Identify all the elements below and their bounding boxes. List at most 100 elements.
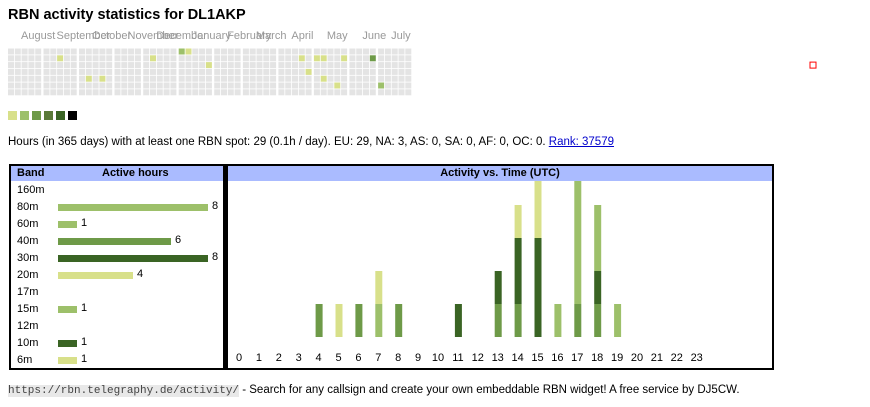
heatmap-day-cell: [221, 55, 227, 62]
heatmap-day-cell: [121, 89, 128, 96]
heatmap-day-cell: [70, 89, 77, 96]
heatmap-day-cell: [14, 55, 21, 62]
heatmap-day-cell: [227, 55, 234, 62]
month-label: April: [291, 30, 313, 42]
heatmap-day-cell: [121, 75, 128, 82]
heatmap-day-cell: [349, 62, 356, 69]
hour-tick-label: 14: [511, 352, 523, 364]
rank-link[interactable]: Rank: 37579: [548, 136, 614, 148]
heatmap-day-cell: [143, 82, 150, 89]
heatmap-day-cell: [199, 75, 206, 82]
heatmap-legend: [8, 111, 80, 120]
heatmap-day-cell: [320, 62, 327, 69]
heatmap-day-cell: [70, 48, 77, 55]
heatmap-day-cell: [185, 89, 192, 96]
activity-bar-hour-11: [454, 304, 462, 337]
heatmap-day-cell: [185, 68, 192, 75]
heatmap-day-cell: [292, 55, 298, 62]
heatmap-day-cell: [63, 62, 70, 69]
heatmap-day-cell: [57, 75, 64, 82]
heatmap-day-cell: [28, 89, 35, 96]
heatmap-day-cell: [163, 55, 170, 62]
heatmap-day-cell: [356, 82, 363, 89]
heatmap-day-cell: [43, 48, 50, 55]
heatmap-day-cell: [305, 82, 312, 89]
heatmap-day-cell: [369, 89, 376, 96]
month-label: November: [128, 30, 179, 42]
heatmap-day-cell: [398, 62, 405, 69]
heatmap-day-cell: [134, 48, 141, 55]
heatmap-day-cell: [278, 48, 285, 55]
heatmap-day-cell: [356, 89, 363, 96]
heatmap-day-cell: [199, 48, 206, 55]
heatmap-day-cell: [292, 75, 298, 82]
heatmap-day-cell: [150, 89, 156, 96]
heatmap-day-cell: [121, 82, 128, 89]
heatmap-day-cell: [214, 62, 221, 69]
heatmap-day-cell: [8, 68, 14, 75]
legend-swatch-level-2: [32, 111, 41, 120]
heatmap-day-cell: [405, 82, 412, 89]
heatmap-day-cell: [106, 62, 113, 69]
band-row-10m: 10m 1: [11, 335, 223, 352]
heatmap-day-cell: [234, 62, 241, 69]
heatmap-day-cell: [327, 62, 334, 69]
heatmap-day-cell: [249, 68, 256, 75]
activity-bar-hour-15: [534, 181, 542, 238]
heatmap-day-cell: [199, 55, 206, 62]
heatmap-day-cell: [43, 75, 50, 82]
heatmap-day-cell: [170, 68, 177, 75]
heatmap-day-cell: [8, 48, 14, 55]
heatmap-day-cell: [79, 75, 85, 82]
heatmap-day-cell: [349, 89, 356, 96]
heatmap-day-cell: [334, 55, 341, 62]
heatmap-day-cell: [349, 55, 356, 62]
hour-tick-label: 10: [432, 352, 444, 364]
heatmap-day-cell: [214, 75, 221, 82]
heatmap-day-cell: [384, 75, 391, 82]
heatmap-day-cell: [28, 68, 35, 75]
heatmap-day-cell: [99, 82, 106, 89]
heatmap-day-cell: [85, 55, 92, 62]
heatmap-day-cell: [234, 55, 241, 62]
heatmap-day-cell: [21, 75, 28, 82]
heatmap-day-cell: [341, 82, 348, 89]
heatmap-day-cell: [35, 48, 42, 55]
heatmap-day-cell: [185, 48, 192, 55]
band-hours-bar: [58, 204, 208, 211]
heatmap-day-cell: [143, 55, 150, 62]
heatmap-day-cell: [334, 82, 341, 89]
heatmap-day-cell: [334, 62, 341, 69]
heatmap-day-cell: [14, 82, 21, 89]
heatmap-day-cell: [70, 62, 77, 69]
hour-tick-label: 12: [472, 352, 484, 364]
footer-url[interactable]: https://rbn.telegraphy.de/activity/: [8, 385, 240, 397]
heatmap-day-cell: [320, 82, 327, 89]
heatmap-day-cell: [384, 48, 391, 55]
heatmap-day-cell: [50, 82, 57, 89]
heatmap-day-cell: [242, 55, 249, 62]
heatmap-day-cell: [349, 48, 356, 55]
heatmap-day-cell: [214, 55, 221, 62]
heatmap-day-cell: [305, 48, 312, 55]
heatmap-day-cell: [405, 75, 412, 82]
heatmap-day-cell: [50, 68, 57, 75]
heatmap-day-cell: [163, 75, 170, 82]
band-hours-bar: [58, 306, 77, 313]
heatmap-day-cell: [270, 48, 277, 55]
hour-tick-label: 9: [415, 352, 421, 364]
band-table-header: Band Active hours: [11, 166, 223, 181]
activity-bar-hour-17: [574, 181, 582, 304]
heatmap-day-cell: [35, 55, 42, 62]
heatmap-day-cell: [121, 68, 128, 75]
heatmap-day-cell: [341, 48, 348, 55]
heatmap-day-cell: [320, 75, 327, 82]
heatmap-day-cell: [285, 62, 292, 69]
band-row-160m: 160m: [11, 182, 223, 199]
heatmap-day-cell: [43, 68, 50, 75]
band-hours-value: 4: [137, 268, 144, 280]
heatmap-day-cell: [242, 82, 249, 89]
heatmap-day-cell: [384, 55, 391, 62]
heatmap-day-cell: [192, 62, 199, 69]
heatmap-day-cell: [150, 82, 156, 89]
